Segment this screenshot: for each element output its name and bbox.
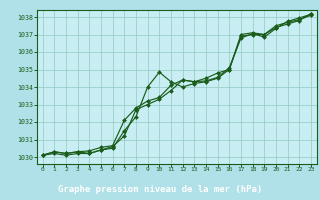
Text: Graphe pression niveau de la mer (hPa): Graphe pression niveau de la mer (hPa) bbox=[58, 185, 262, 194]
